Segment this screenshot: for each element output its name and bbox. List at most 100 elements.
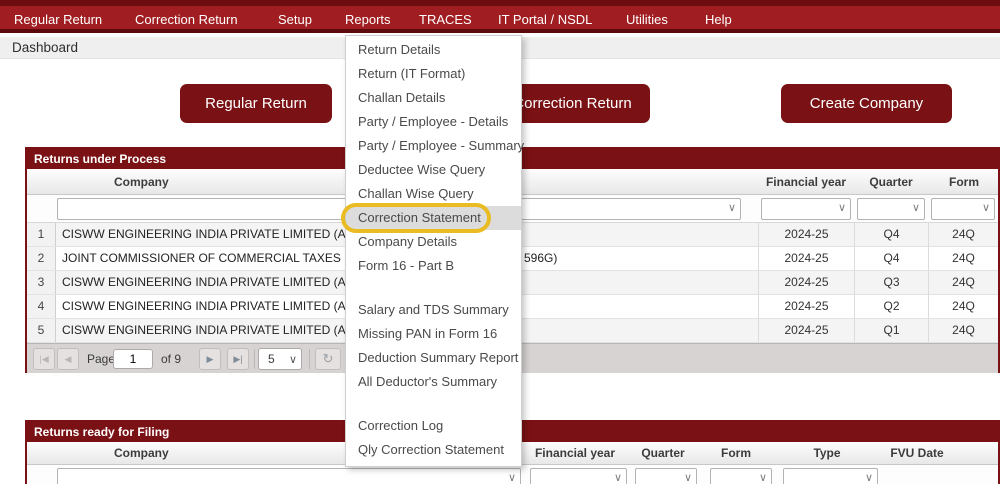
filter-row: ∨ ∨ ∨ ∨ ∨: [27, 465, 998, 484]
column-header-company[interactable]: Company: [114, 446, 169, 460]
menu-group-spacer: [346, 394, 521, 414]
quarter-filter-select[interactable]: ∨: [857, 198, 925, 220]
form-cell: 24Q: [928, 247, 998, 270]
company-cell-fragment: 596G): [524, 251, 558, 265]
main-menubar: Regular Return Correction Return Setup R…: [0, 6, 1000, 33]
financial-year-filter-select[interactable]: ∨: [761, 198, 851, 220]
company-filter-combobox[interactable]: ∨: [57, 468, 521, 484]
quarter-cell: Q3: [854, 271, 928, 294]
company-cell: CISWW ENGINEERING INDIA PRIVATE LIMITED …: [62, 227, 363, 241]
form-cell: 24Q: [928, 319, 998, 342]
chevron-down-icon: ∨: [837, 202, 846, 214]
row-number: 4: [27, 295, 56, 318]
first-page-button[interactable]: |◀: [33, 348, 55, 370]
refresh-button[interactable]: ↻: [315, 348, 341, 370]
row-number: 3: [27, 271, 56, 294]
type-filter-select[interactable]: ∨: [783, 468, 878, 484]
column-header-financial-year[interactable]: Financial year: [765, 175, 847, 189]
column-header-financial-year[interactable]: Financial year: [534, 446, 616, 460]
chevron-down-icon: ∨: [981, 202, 990, 214]
menu-item-deduction-summary-report[interactable]: Deduction Summary Report: [358, 350, 519, 365]
page-number-input[interactable]: [113, 349, 153, 369]
row-number: 2: [27, 247, 56, 270]
column-header-form[interactable]: Form: [949, 175, 979, 189]
prev-page-button[interactable]: ◀: [57, 348, 79, 370]
quarter-cell: Q1: [854, 319, 928, 342]
menubar-item-reports[interactable]: Reports: [345, 12, 391, 27]
company-cell: CISWW ENGINEERING INDIA PRIVATE LIMITED …: [62, 299, 363, 313]
menu-item-challan-details[interactable]: Challan Details: [358, 90, 446, 105]
chevron-down-icon: ∨: [613, 472, 622, 484]
page-of-label: of 9: [161, 352, 182, 366]
chevron-down-icon: ∨: [864, 472, 873, 484]
financial-year-cell: 2024-25: [758, 295, 854, 318]
chevron-down-icon: ∨: [683, 472, 692, 484]
row-number: 1: [27, 223, 56, 246]
create-company-button[interactable]: Create Company: [781, 84, 952, 123]
financial-year-filter-select[interactable]: ∨: [530, 468, 627, 484]
form-cell: 24Q: [928, 295, 998, 318]
quarter-cell: Q4: [854, 247, 928, 270]
company-cell: CISWW ENGINEERING INDIA PRIVATE LIMITED …: [62, 323, 363, 337]
menubar-item-help[interactable]: Help: [705, 12, 732, 27]
company-cell: JOINT COMMISSIONER OF COMMERCIAL TAXES B…: [62, 251, 361, 265]
menubar-item-traces[interactable]: TRACES: [419, 12, 472, 27]
page-size-select[interactable]: 5 ∨: [258, 348, 302, 370]
financial-year-cell: 2024-25: [758, 271, 854, 294]
regular-return-button[interactable]: Regular Return: [180, 84, 332, 123]
menu-item-salary-and-tds-summary[interactable]: Salary and TDS Summary: [358, 302, 509, 317]
chevron-down-icon: ∨: [288, 354, 297, 366]
menu-item-company-details[interactable]: Company Details: [358, 234, 457, 249]
menu-item-challan-wise-query[interactable]: Challan Wise Query: [358, 186, 474, 201]
menu-item-return-details[interactable]: Return Details: [358, 42, 441, 57]
menu-item-correction-statement[interactable]: Correction Statement: [346, 206, 521, 230]
page-size-value: 5: [268, 352, 275, 366]
menubar-item-utilities[interactable]: Utilities: [626, 12, 668, 27]
financial-year-cell: 2024-25: [758, 223, 854, 246]
menubar-item-correction-return[interactable]: Correction Return: [135, 12, 238, 27]
column-header-quarter[interactable]: Quarter: [869, 175, 913, 189]
form-cell: 24Q: [928, 271, 998, 294]
window-top-strip: [0, 0, 1000, 6]
menu-item-missing-pan-in-form-16[interactable]: Missing PAN in Form 16: [358, 326, 498, 341]
last-page-button[interactable]: ▶|: [227, 348, 249, 370]
menubar-item-it-portal-nsdl[interactable]: IT Portal / NSDL: [498, 12, 593, 27]
quarter-filter-select[interactable]: ∨: [635, 468, 697, 484]
column-header-type[interactable]: Type: [813, 446, 841, 460]
row-number: 5: [27, 319, 56, 342]
menu-item-qly-correction-statement[interactable]: Qly Correction Statement: [358, 442, 504, 457]
page-label: Page: [87, 352, 116, 366]
form-cell: 24Q: [928, 223, 998, 246]
reports-dropdown-menu: Return Details Return (IT Format) Challa…: [345, 35, 525, 467]
column-header-quarter[interactable]: Quarter: [641, 446, 685, 460]
toolbar-separator: [309, 349, 310, 369]
column-header-fvu-date[interactable]: FVU Date: [890, 446, 944, 460]
company-cell: CISWW ENGINEERING INDIA PRIVATE LIMITED …: [62, 275, 363, 289]
menu-group-spacer: [346, 278, 521, 298]
menubar-item-regular-return[interactable]: Regular Return: [14, 12, 103, 27]
menu-item-party-employee-summary[interactable]: Party / Employee - Summary: [358, 138, 525, 153]
chevron-down-icon: ∨: [758, 472, 767, 484]
quarter-cell: Q2: [854, 295, 928, 318]
column-header-form[interactable]: Form: [721, 446, 751, 460]
breadcrumb: Dashboard: [12, 40, 79, 55]
next-page-button[interactable]: ▶: [199, 348, 221, 370]
chevron-down-icon: ∨: [911, 202, 920, 214]
menu-item-return-it-format[interactable]: Return (IT Format): [358, 66, 466, 81]
financial-year-cell: 2024-25: [758, 319, 854, 342]
column-header-company[interactable]: Company: [114, 175, 169, 189]
form-filter-select[interactable]: ∨: [931, 198, 995, 220]
menu-item-all-deductors-summary[interactable]: All Deductor's Summary: [358, 374, 498, 389]
chevron-down-icon: ∨: [507, 472, 516, 484]
filter-row: ∨ ∨ ∨ ∨: [27, 195, 998, 223]
toolbar-separator: [254, 349, 255, 369]
menubar-item-setup[interactable]: Setup: [278, 12, 312, 27]
menu-item-form-16-part-b[interactable]: Form 16 - Part B: [358, 258, 455, 273]
form-filter-select[interactable]: ∨: [710, 468, 772, 484]
menu-item-deductee-wise-query[interactable]: Deductee Wise Query: [358, 162, 486, 177]
menu-item-party-employee-details[interactable]: Party / Employee - Details: [358, 114, 509, 129]
financial-year-cell: 2024-25: [758, 247, 854, 270]
chevron-down-icon: ∨: [727, 202, 736, 214]
menu-item-correction-log[interactable]: Correction Log: [358, 418, 444, 433]
